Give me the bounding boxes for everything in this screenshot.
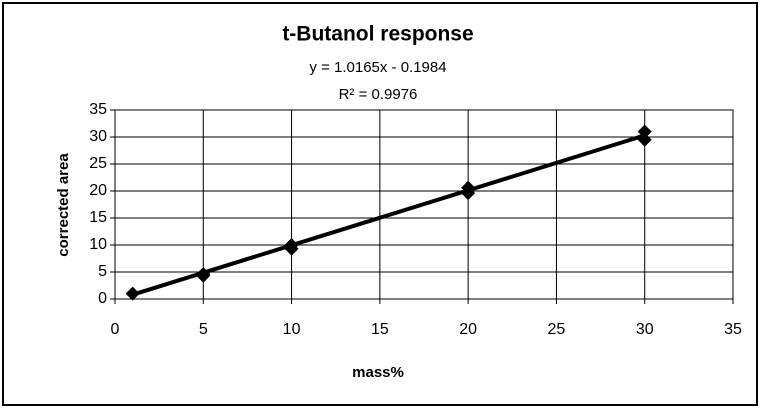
trendline (132, 133, 646, 297)
data-point (461, 186, 476, 201)
equation: y = 1.0165x - 0.1984 (309, 59, 446, 76)
y-tick-label: 35 (89, 101, 107, 118)
x-tick-label: 10 (283, 321, 301, 338)
y-tick-label: 0 (98, 290, 107, 307)
chart-title: t-Butanol response (282, 23, 473, 46)
y-axis-label: corrected area (55, 153, 72, 257)
x-tick-label: 35 (724, 321, 742, 338)
x-tick-label: 25 (548, 321, 566, 338)
y-tick-label: 20 (89, 182, 107, 199)
x-tick-label: 30 (636, 321, 654, 338)
x-tick-label: 0 (111, 321, 120, 338)
y-tick-label: 10 (89, 236, 107, 253)
data-point (637, 132, 652, 147)
y-tick-label: 5 (98, 263, 107, 280)
data-point (196, 268, 211, 283)
y-tick-label: 30 (89, 128, 107, 145)
x-tick-label: 5 (199, 321, 208, 338)
y-tick-label: 15 (89, 209, 107, 226)
data-point (284, 241, 299, 256)
x-tick-label: 15 (371, 321, 389, 338)
r-squared: R² = 0.9976 (339, 86, 418, 103)
x-tick-label: 20 (459, 321, 477, 338)
y-tick-label: 25 (89, 155, 107, 172)
x-axis-label: mass% (352, 364, 404, 381)
data-point (125, 286, 140, 301)
data-point (637, 124, 652, 139)
